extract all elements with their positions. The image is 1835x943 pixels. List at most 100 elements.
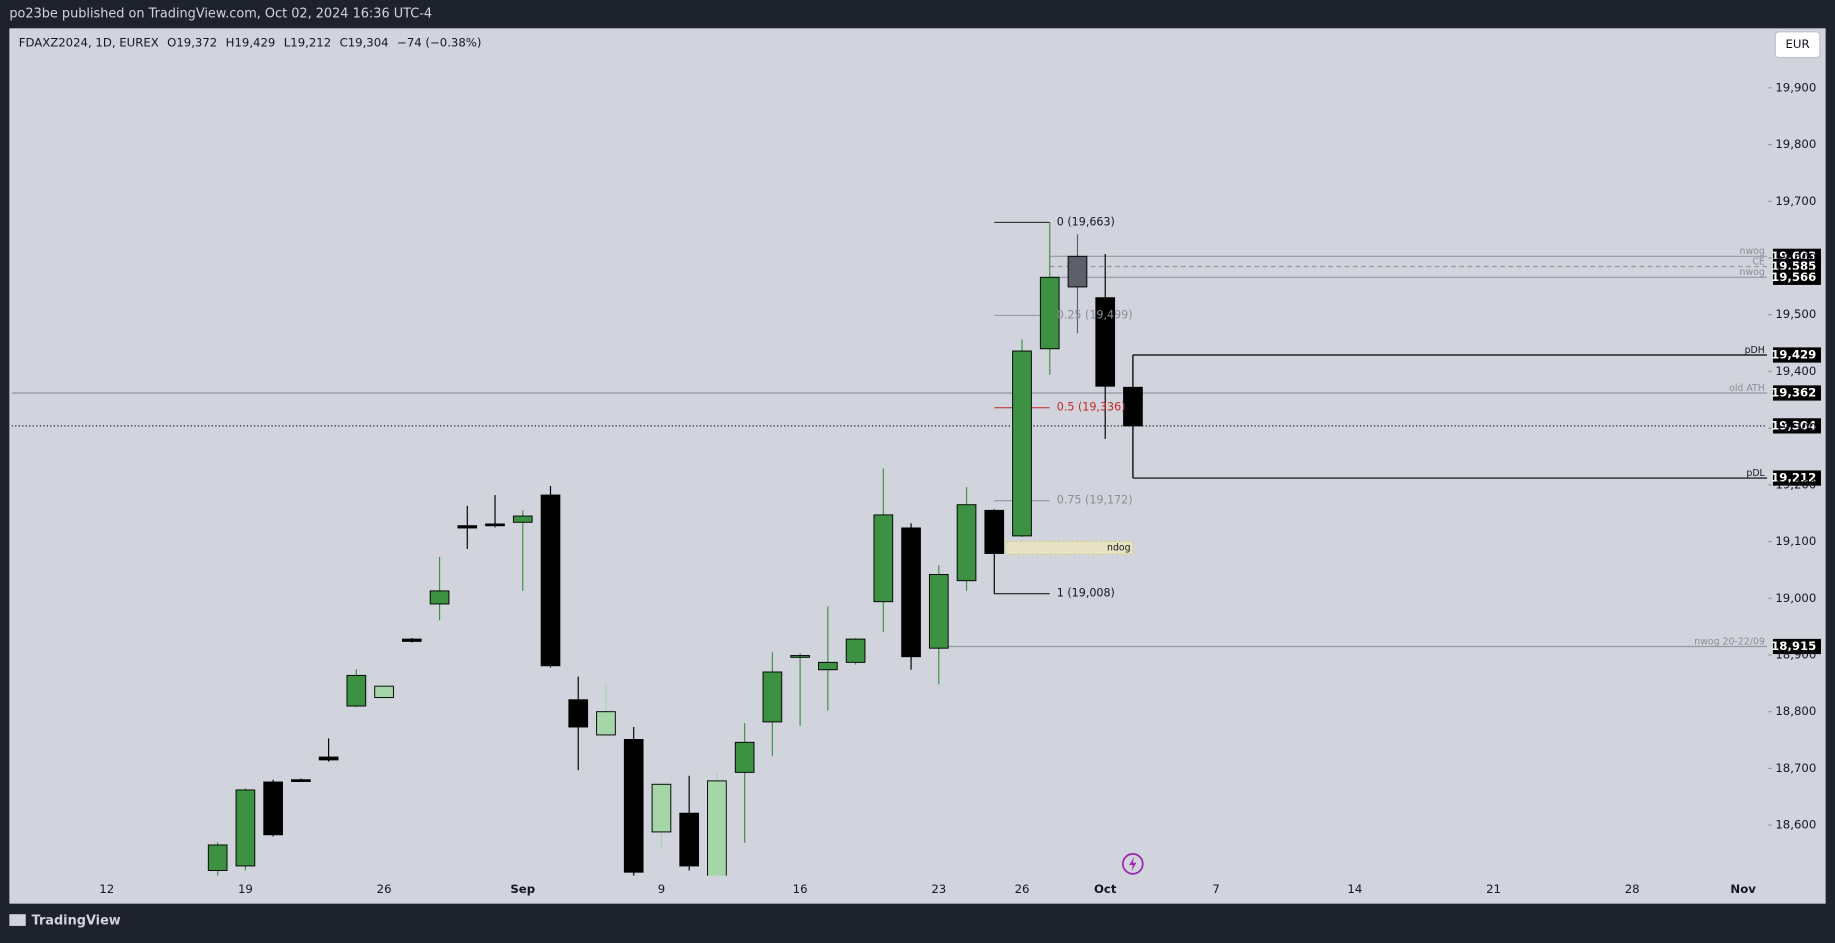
- candle-body: [1067, 255, 1088, 288]
- price-label-box: [1772, 470, 1821, 486]
- currency-label[interactable]: EUR: [1786, 37, 1810, 51]
- candle-body: [901, 527, 921, 658]
- x-tick-label: 14: [1347, 882, 1362, 896]
- x-tick-label: Oct: [1094, 882, 1117, 896]
- footer-text: TradingView: [32, 914, 121, 929]
- price-label-box: [1772, 638, 1821, 655]
- x-tick-label: 7: [1212, 882, 1219, 896]
- y-tick-label: 18,800: [1775, 704, 1816, 718]
- y-tick-label: 18,700: [1775, 761, 1816, 775]
- candle-body: [512, 515, 533, 523]
- ohlc-high: H19,429: [226, 35, 276, 49]
- y-tick-label: 18,600: [1775, 818, 1816, 832]
- price-label-box: [1772, 347, 1821, 363]
- y-tick-label: 19,400: [1775, 364, 1816, 378]
- x-tick-label: Nov: [1730, 882, 1756, 896]
- candle-body: [1039, 276, 1060, 350]
- replay-icon[interactable]: [1122, 853, 1144, 875]
- footer-logo: TradingView: [9, 914, 121, 929]
- x-tick-label: 9: [658, 882, 665, 896]
- price-label-box: [1772, 269, 1821, 285]
- fib-label: 0.25 (19,499): [1057, 308, 1133, 321]
- y-tick-label: 18,900: [1775, 647, 1816, 661]
- price-label: 19,362: [1771, 385, 1816, 399]
- x-tick-label: 16: [793, 882, 808, 896]
- candle-body: [540, 494, 561, 667]
- candle-body: [207, 844, 228, 871]
- zone-label: ndog: [1107, 542, 1131, 553]
- level-text: nwog 20-22/09: [1694, 636, 1765, 647]
- fib-label: 0.5 (19,336): [1057, 401, 1126, 414]
- y-tick-label: 19,100: [1775, 534, 1816, 548]
- candle-body: [651, 783, 672, 833]
- candle-body: [734, 741, 755, 773]
- currency-button[interactable]: [1774, 31, 1821, 59]
- candle-body: [984, 509, 1005, 554]
- level-text: old ATH: [1729, 383, 1765, 394]
- candle-body: [485, 523, 505, 527]
- fib-label: 0.75 (19,172): [1057, 494, 1133, 507]
- x-tick-label: 26: [377, 882, 392, 896]
- fib-label: 0 (19,663): [1057, 215, 1115, 228]
- ohlc-change: −74 (−0.38%): [397, 35, 481, 49]
- x-tick-label: 26: [1015, 882, 1030, 896]
- candle-body: [318, 756, 339, 761]
- x-tick-label: 12: [99, 882, 114, 896]
- candle-body: [568, 699, 589, 728]
- y-tick-label: 19,200: [1775, 477, 1816, 491]
- x-tick-label: 28: [1625, 882, 1640, 896]
- price-label: 19,304: [1771, 418, 1816, 432]
- fib-label: 1 (19,008): [1057, 587, 1115, 600]
- candle-body: [235, 789, 256, 867]
- price-label-box: [1772, 385, 1821, 401]
- candle-body: [429, 590, 450, 605]
- candle-body: [956, 504, 977, 582]
- y-tick-label: 19,300: [1775, 421, 1816, 435]
- candle-body: [707, 780, 727, 876]
- price-label: 19,585: [1771, 259, 1816, 273]
- icon-circle[interactable]: [1122, 853, 1144, 875]
- logo-mark: [9, 914, 26, 926]
- y-tick-label: 19,600: [1775, 251, 1816, 265]
- symbol: FDAXZ2024, 1D, EUREX: [19, 35, 159, 49]
- candle-body: [790, 655, 810, 658]
- candle-body: [457, 525, 478, 529]
- candle-body: [596, 711, 616, 736]
- candle-body: [928, 573, 949, 649]
- ohlc-close: C19,304: [340, 35, 389, 49]
- price-label: 19,429: [1771, 347, 1816, 361]
- price-label: 18,915: [1771, 639, 1816, 653]
- candle-body: [818, 661, 838, 671]
- level-text: pDL: [1746, 468, 1765, 479]
- level-text: nwog: [1740, 267, 1765, 278]
- icon-bolt[interactable]: [1129, 856, 1137, 871]
- price-label: 19,566: [1771, 270, 1816, 284]
- x-tick-label: 19: [238, 882, 253, 896]
- candle-body: [623, 739, 644, 873]
- candle-body: [845, 638, 866, 663]
- x-tick-label: 21: [1486, 882, 1501, 896]
- ohlc-low: L19,212: [284, 35, 331, 49]
- level-text: nwog: [1740, 246, 1765, 257]
- level-text: pDH: [1745, 345, 1765, 356]
- candle-body: [1095, 297, 1116, 387]
- ndog-zone: [1005, 541, 1134, 555]
- plot-area: [11, 221, 1768, 876]
- y-tick-label: 19,500: [1775, 307, 1816, 321]
- candle-body: [346, 674, 367, 707]
- x-tick-label: 23: [931, 882, 946, 896]
- y-tick-label: 19,700: [1775, 194, 1816, 208]
- candle-body: [1123, 386, 1143, 427]
- y-tick-label: 19,800: [1775, 137, 1816, 151]
- plot-background: [9, 28, 1826, 904]
- candle-body: [263, 781, 283, 836]
- candle-body: [374, 685, 394, 698]
- ohlc-open: O19,372: [167, 35, 217, 49]
- candle-body: [1012, 350, 1032, 537]
- legend-line: FDAXZ2024, 1D, EUREX O19,372 H19,429 L19…: [19, 35, 482, 49]
- candle-body: [679, 812, 700, 867]
- publish-header: po23be published on TradingView.com, Oct…: [9, 7, 432, 22]
